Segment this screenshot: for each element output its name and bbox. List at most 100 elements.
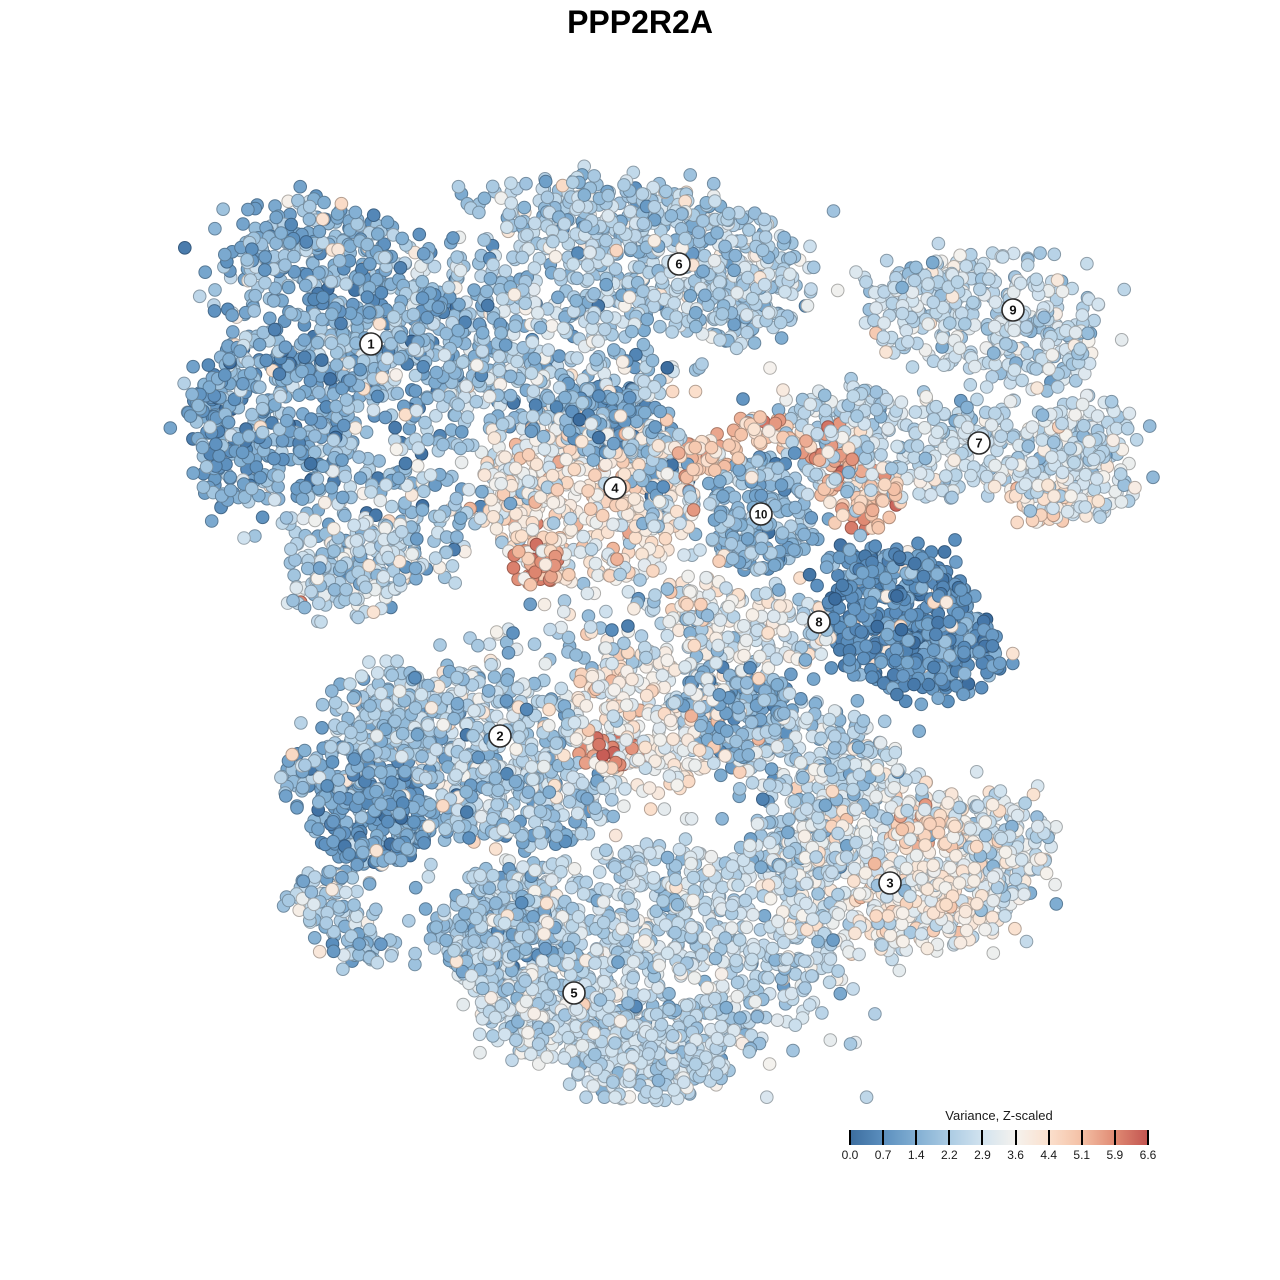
data-point [433,638,447,652]
data-point [800,298,815,313]
data-point [307,931,322,945]
data-point [843,1037,858,1051]
data-point [770,1013,785,1028]
data-point [905,360,920,374]
data-point [763,361,777,375]
data-point [606,809,621,824]
data-point [421,870,436,884]
data-point [448,576,463,590]
data-point [776,623,790,638]
data-point [665,384,680,399]
data-point [263,311,277,326]
data-point [489,522,504,536]
data-point [1080,256,1094,271]
data-point [986,946,1001,960]
data-point [931,236,946,251]
data-point [882,510,897,525]
data-point [389,368,403,382]
data-point [500,220,514,234]
data-point [378,410,393,425]
data-point [628,531,643,545]
data-point [449,491,464,506]
data-point [633,573,647,587]
data-point [974,680,989,695]
data-point [774,331,789,345]
data-point [581,609,596,623]
data-point [343,677,357,691]
data-point [760,1090,774,1104]
data-point [363,922,377,937]
data-point [402,914,416,928]
data-point [868,1007,882,1021]
data-point [953,935,968,950]
data-point [688,384,703,399]
data-point [537,597,552,612]
data-point [552,267,567,282]
data-point [912,724,927,739]
data-point [653,319,667,334]
data-point [469,394,484,409]
data-point [634,629,649,643]
data-point [859,1090,874,1104]
data-point [705,532,720,547]
data-point [408,880,423,895]
data-point [1003,394,1018,409]
data-point [881,422,895,436]
data-point [793,755,808,770]
data-point [660,361,675,375]
data-point [508,319,523,334]
data-point [911,536,925,551]
data-point [451,179,466,194]
data-point [907,450,921,465]
data-point [489,625,504,639]
data-point [186,359,200,374]
data-point [460,410,475,424]
data-point [879,253,894,268]
data-point [567,862,582,876]
data-point [935,331,950,346]
data-point [275,434,290,448]
data-point [815,1006,829,1020]
data-point [833,986,848,1001]
data-point [236,217,250,231]
data-point [1050,273,1065,287]
data-point [949,555,963,569]
data-point [1117,282,1131,297]
data-point [523,597,538,612]
data-point [350,884,364,899]
data-point [784,667,798,682]
data-point [702,476,716,491]
data-point [1006,646,1020,661]
data-point [293,179,308,194]
data-point [1087,313,1101,328]
data-point [287,568,301,583]
data-point [362,655,376,669]
data-point [811,887,825,901]
data-point [643,846,657,861]
page-title: PPP2R2A [567,4,713,40]
data-point [786,1043,800,1058]
data-point [1019,934,1034,949]
data-point [1050,380,1065,394]
data-point [643,802,658,816]
data-point [877,714,892,729]
data-point [850,694,865,708]
data-point [970,392,984,407]
data-point [607,343,621,357]
data-point [336,962,350,977]
data-point [1048,877,1062,892]
data-point [783,251,798,266]
data-point [488,842,503,856]
data-point [424,857,438,872]
data-point [587,169,602,183]
data-point [314,615,328,629]
data-point [498,264,513,278]
data-point [1047,247,1062,262]
data-point [948,533,962,547]
data-point [412,227,427,242]
data-point [506,626,520,640]
data-point [204,514,219,528]
data-point [733,765,747,779]
